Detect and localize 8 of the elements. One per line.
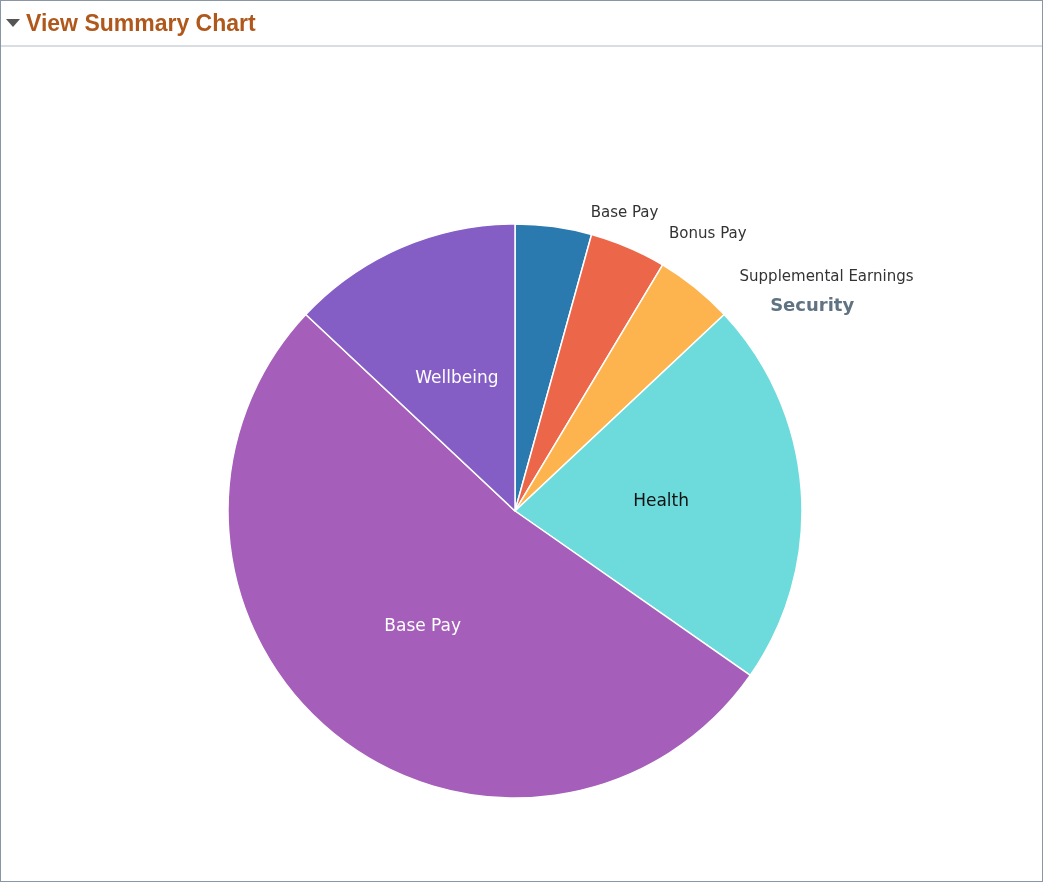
slice-label: Health bbox=[633, 490, 690, 511]
slice-label: Base Pay bbox=[590, 202, 659, 221]
category-label: Security bbox=[770, 293, 855, 315]
chart-title: View Summary Chart bbox=[26, 9, 256, 37]
slice-label: Supplemental Earnings bbox=[739, 266, 914, 285]
slice-label: Wellbeing bbox=[415, 366, 499, 387]
slice-label: Base Pay bbox=[384, 614, 462, 635]
slice-label: Bonus Pay bbox=[669, 224, 747, 243]
